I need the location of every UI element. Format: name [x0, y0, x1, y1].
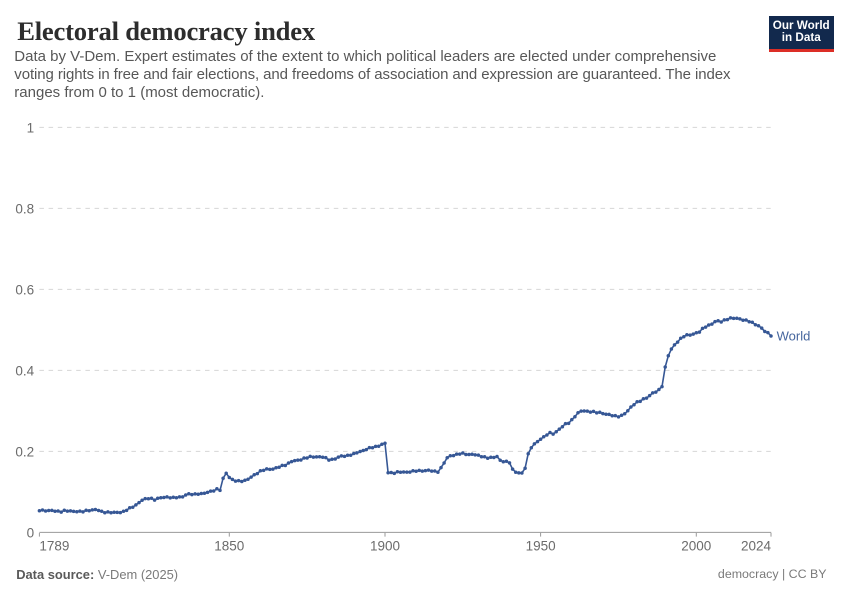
- svg-text:0.2: 0.2: [15, 444, 34, 459]
- svg-text:1: 1: [27, 120, 35, 135]
- svg-text:1950: 1950: [526, 539, 556, 554]
- svg-text:World: World: [777, 328, 811, 343]
- svg-text:0: 0: [27, 525, 35, 540]
- svg-text:2000: 2000: [681, 539, 711, 554]
- svg-text:0.8: 0.8: [15, 201, 34, 216]
- svg-text:0.4: 0.4: [15, 363, 34, 378]
- svg-text:0.6: 0.6: [15, 282, 34, 297]
- svg-text:2024: 2024: [741, 539, 772, 554]
- svg-text:1850: 1850: [214, 539, 244, 554]
- svg-text:1789: 1789: [39, 539, 69, 554]
- svg-text:1900: 1900: [370, 539, 400, 554]
